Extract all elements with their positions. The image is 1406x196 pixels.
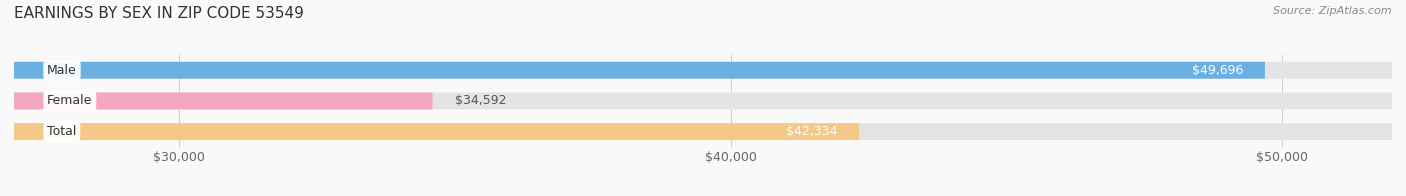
Text: Total: Total <box>48 125 76 138</box>
FancyBboxPatch shape <box>14 62 1392 79</box>
Text: Male: Male <box>48 64 77 77</box>
Text: EARNINGS BY SEX IN ZIP CODE 53549: EARNINGS BY SEX IN ZIP CODE 53549 <box>14 6 304 21</box>
FancyBboxPatch shape <box>14 123 859 140</box>
Text: Source: ZipAtlas.com: Source: ZipAtlas.com <box>1274 6 1392 16</box>
Text: $34,592: $34,592 <box>454 94 506 107</box>
FancyBboxPatch shape <box>14 93 433 109</box>
FancyBboxPatch shape <box>14 93 1392 109</box>
FancyBboxPatch shape <box>14 123 1392 140</box>
Text: Female: Female <box>48 94 93 107</box>
Text: $42,334: $42,334 <box>786 125 837 138</box>
FancyBboxPatch shape <box>14 62 1265 79</box>
Text: $49,696: $49,696 <box>1191 64 1243 77</box>
